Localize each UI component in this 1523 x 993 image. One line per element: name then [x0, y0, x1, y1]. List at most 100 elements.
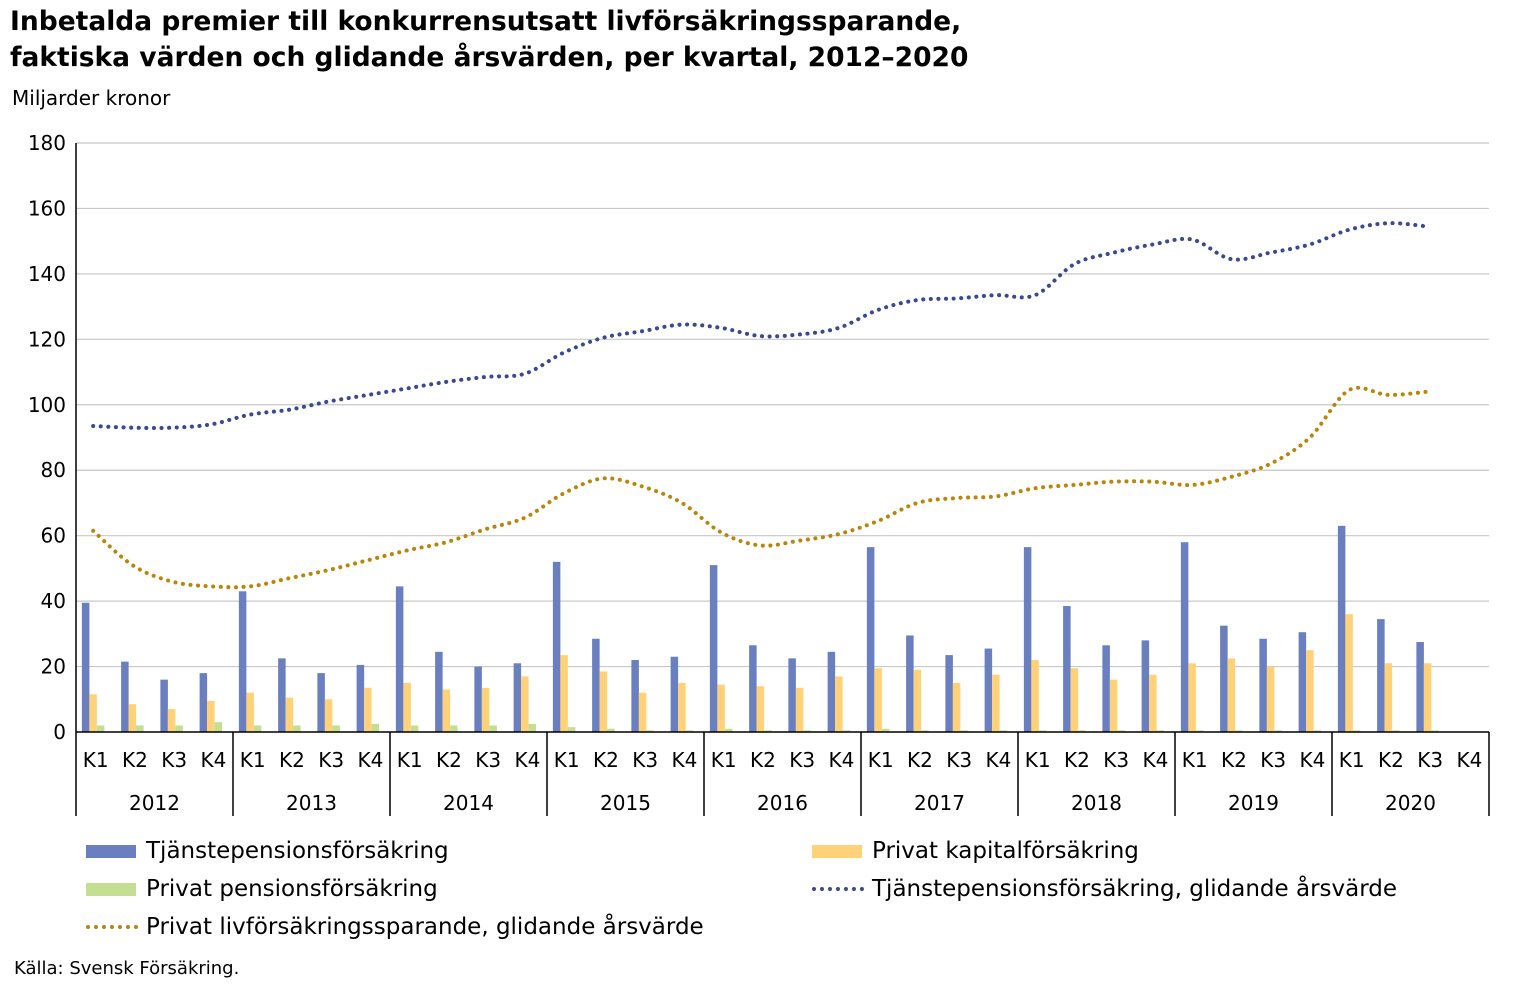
bar-pension: [881, 728, 890, 732]
bar-pension: [371, 723, 380, 732]
x-tick-label-quarter: K1: [397, 748, 423, 772]
legend-item-pension: Privat pensionsförsäkring: [86, 876, 438, 902]
x-tick-label-quarter: K3: [1417, 748, 1443, 772]
y-tick-label: 20: [41, 655, 66, 679]
bar-tjanstepension: [1023, 547, 1032, 732]
bar-tjanstepension: [81, 602, 90, 732]
chart-title-line1: Inbetalda premier till konkurrensutsatt …: [10, 6, 962, 37]
x-tick-label-quarter: K1: [1025, 748, 1051, 772]
bar-pension: [999, 730, 1008, 732]
x-tick-label-quarter: K4: [1299, 748, 1325, 772]
x-tick-label-year: 2012: [129, 791, 180, 815]
x-tick-label-quarter: K3: [1260, 748, 1286, 772]
bar-kapital: [599, 671, 608, 732]
x-tick-label-quarter: K4: [1456, 748, 1482, 772]
bar-tjanstepension: [513, 663, 522, 732]
bar-tjanstepension: [1063, 606, 1071, 732]
bar-tjanstepension: [788, 658, 796, 732]
bar-tjanstepension: [984, 648, 993, 732]
x-tick-label-quarter: K2: [436, 748, 462, 772]
x-tick-label-quarter: K4: [828, 748, 854, 772]
legend-item-privat-line: Privat livförsäkringssparande, glidande …: [86, 914, 704, 940]
y-axis-unit-label: Miljarder kronor: [12, 86, 171, 110]
bar-tjanstepension: [709, 565, 718, 732]
x-tick-label-quarter: K3: [632, 748, 658, 772]
bar-pension: [724, 728, 733, 732]
bar-kapital: [992, 674, 1000, 732]
bar-tjanstepension: [1416, 642, 1424, 732]
bar-pension: [293, 725, 301, 732]
bar-kapital: [1070, 668, 1079, 732]
bar-pension: [921, 730, 929, 732]
x-tick-label-quarter: K4: [357, 748, 383, 772]
x-tick-label-year: 2013: [286, 791, 337, 815]
x-tick-label-year: 2019: [1228, 791, 1279, 815]
bar-pension: [1156, 730, 1165, 732]
x-tick-label-quarter: K1: [1182, 748, 1208, 772]
bar-kapital: [717, 684, 725, 732]
bar-tjanstepension: [945, 655, 953, 732]
bar-pension: [1195, 730, 1204, 732]
x-tick-label-quarter: K2: [1221, 748, 1247, 772]
bar-kapital: [913, 669, 922, 732]
bar-tjanstepension: [827, 651, 836, 732]
bar-tjanstepension: [317, 673, 325, 732]
x-tick-label-quarter: K2: [750, 748, 776, 772]
bar-kapital: [403, 682, 411, 732]
bar-tjanstepension: [1377, 619, 1385, 732]
bar-kapital: [1149, 674, 1157, 732]
bar-tjanstepension: [1337, 525, 1346, 732]
bar-tjanstepension: [631, 660, 639, 732]
bar-tjanstepension: [592, 638, 600, 732]
bar-pension: [1352, 730, 1361, 732]
y-tick-label: 60: [41, 524, 66, 548]
bar-pension: [607, 728, 615, 732]
bar-tjanstepension: [121, 661, 129, 732]
legend-item-kapital: Privat kapitalförsäkring: [812, 838, 1139, 864]
y-tick-label: 0: [53, 720, 66, 744]
bar-tjanstepension: [552, 561, 561, 732]
bar-pension: [842, 730, 851, 732]
bar-tjanstepension: [238, 591, 247, 732]
x-tick-label-year: 2018: [1071, 791, 1122, 815]
bar-tjanstepension: [278, 658, 286, 732]
bar-pension: [175, 725, 183, 732]
bar-kapital: [521, 676, 529, 732]
y-tick-label: 180: [28, 131, 66, 155]
bar-tjanstepension: [1259, 638, 1267, 732]
bar-kapital: [1423, 663, 1432, 732]
bar-kapital: [638, 692, 647, 732]
bar-pension: [803, 730, 811, 732]
x-tick-label-quarter: K3: [946, 748, 972, 772]
x-tick-label-quarter: K3: [318, 748, 344, 772]
bar-pension: [1392, 730, 1400, 732]
bar-tjanstepension: [395, 586, 404, 732]
bar-tjanstepension: [435, 651, 443, 732]
legend-label-tjanste-line: Tjänstepensionsförsäkring, glidande årsv…: [872, 876, 1398, 902]
bar-kapital: [1266, 666, 1275, 732]
bar-kapital: [1227, 658, 1236, 732]
x-tick-label-quarter: K1: [240, 748, 266, 772]
bar-pension: [960, 730, 968, 732]
bar-kapital: [756, 686, 765, 732]
legend-label-kapital: Privat kapitalförsäkring: [872, 838, 1139, 864]
x-tick-label-quarter: K4: [1142, 748, 1168, 772]
bar-pension: [136, 725, 144, 732]
y-tick-label: 160: [28, 196, 66, 220]
y-tick-label: 40: [41, 589, 66, 613]
bar-kapital: [1306, 650, 1314, 732]
x-tick-label-year: 2020: [1385, 791, 1436, 815]
bar-kapital: [207, 700, 215, 732]
bar-pension: [1274, 730, 1282, 732]
bar-pension: [1431, 730, 1439, 732]
x-tick-label-year: 2016: [757, 791, 808, 815]
bar-tjanstepension: [749, 645, 757, 732]
x-tick-label-quarter: K4: [200, 748, 226, 772]
source-note: Källa: Svensk Försäkring.: [14, 958, 240, 979]
legend-label-pension: Privat pensionsförsäkring: [146, 876, 438, 902]
legend-item-tjanste-line: Tjänstepensionsförsäkring, glidande årsv…: [812, 876, 1397, 902]
x-tick-label-quarter: K2: [279, 748, 305, 772]
x-tick-label-quarter: K2: [907, 748, 933, 772]
bar-tjanstepension: [1298, 632, 1307, 732]
x-tick-label-quarter: K4: [514, 748, 540, 772]
